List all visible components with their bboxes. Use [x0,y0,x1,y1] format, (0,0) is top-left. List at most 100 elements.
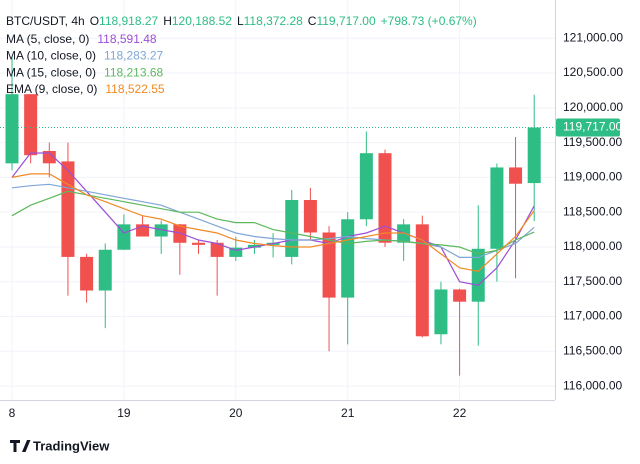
symbol: BTC/USDT, 4h [6,14,85,28]
candle-body [341,219,355,298]
candle [285,189,299,265]
ohlc-label: O [90,14,99,28]
candle-body [210,242,224,257]
ohlc-value: 118,918.27 [99,14,158,28]
candle [322,226,336,352]
legend-value: 118,283.27 [104,49,163,63]
legend-name: MA (5, close, 0) [6,32,89,46]
candle [359,131,373,227]
ohlc-label: C [308,14,317,28]
candle-body [415,224,429,337]
y-tick-label: 119,000.00 [563,170,622,184]
ohlc-value: 120,188.52 [172,14,232,28]
change: +798.73 (+0.67%) [381,14,477,28]
legend-entry: MA (10, close, 0) 118,283.27 [6,49,164,63]
candle-body [80,256,94,291]
candle [415,215,429,338]
candle-body [471,248,485,302]
legend-entry: EMA (9, close, 0) 118,522.55 [6,82,165,96]
candle-body [359,153,373,220]
y-tick-label: 120,000.00 [563,100,623,114]
x-tick-label: 22 [453,406,467,420]
legend-name: MA (15, close, 0) [6,66,96,80]
header: BTC/USDT, 4h O118,918.27 H120,188.52 L118,3… [6,14,477,28]
y-tick-label: 118,500.00 [563,204,622,218]
candle-body [154,224,168,237]
x-tick-label: 19 [117,406,131,420]
legend-value: 118,522.55 [105,82,164,96]
ohlc-value: 119,717.00 [316,14,375,28]
brand-name: TradingView [33,438,110,453]
candle [98,243,112,329]
candle-body [434,289,448,335]
y-tick-label: 119,500.00 [563,135,622,149]
x-tick-label: 8 [9,406,16,420]
candle-body [247,244,261,248]
candle-body [98,249,112,291]
candle [5,56,19,171]
y-tick-label: 121,000.00 [563,30,623,44]
candle [397,219,411,261]
x-tick-label: 20 [229,406,243,420]
legend-entry: MA (15, close, 0) 118,213.68 [6,66,164,80]
y-tick-label: 117,500.00 [563,274,622,288]
candle [453,288,467,376]
plot [0,56,555,376]
candle [61,142,75,296]
candle [303,187,317,240]
candle [341,212,355,345]
candle-body [61,161,75,257]
candle-body [42,150,56,164]
candle-body [322,232,336,298]
candle [509,137,523,279]
indicator-line [11,173,535,272]
legend-value: 118,591.48 [97,32,156,46]
axes: 116,000.00 116,500.00 117,000.00 117,500.00… [9,30,624,420]
candle [192,240,205,254]
y-tick-label: 118,000.00 [563,239,622,253]
y-tick-label: 120,500.00 [563,65,623,79]
candle-body [303,200,317,233]
legend-entry: MA (5, close, 0) 118,591.48 [6,32,157,46]
ohlc-label: H [163,14,172,28]
candle [42,142,56,178]
candle-body [285,200,299,257]
candle-body [24,94,38,156]
candle-body [453,289,467,302]
candle-body [527,127,541,184]
candle-body [490,167,504,249]
y-tick-label: 116,500.00 [563,343,622,357]
candle-body [378,153,392,243]
candle-body [229,247,243,257]
legend-value: 118,213.68 [104,66,163,80]
legend-name: EMA (9, close, 0) [6,82,97,96]
candle-body [509,167,523,184]
candle-body [117,224,131,250]
branding: TradingView [10,438,110,453]
candle [80,253,94,303]
x-tick-label: 21 [341,406,355,420]
candle [154,220,168,254]
candle [378,149,392,247]
indicator-line [11,190,535,255]
candle [210,240,224,296]
candle-body [192,242,205,245]
indicator-line [11,183,535,258]
candle [434,281,448,345]
current-price-box [556,118,620,137]
candle-body [5,94,19,164]
logo [10,440,31,452]
legend: BTC/USDT, 4h O118,918.27 H120,188.52 L118,3… [6,14,477,96]
y-tick-label: 117,000.00 [563,309,622,323]
ohlc-value: 118,372.28 [244,14,303,28]
y-tick-label: 116,000.00 [563,378,622,392]
ohlc-label: L [237,14,244,28]
candle [471,205,485,346]
candle [24,94,38,164]
candle [527,94,541,222]
candle [117,214,131,250]
candle [490,163,504,282]
current-price-label: 119,717.00 [563,120,622,134]
